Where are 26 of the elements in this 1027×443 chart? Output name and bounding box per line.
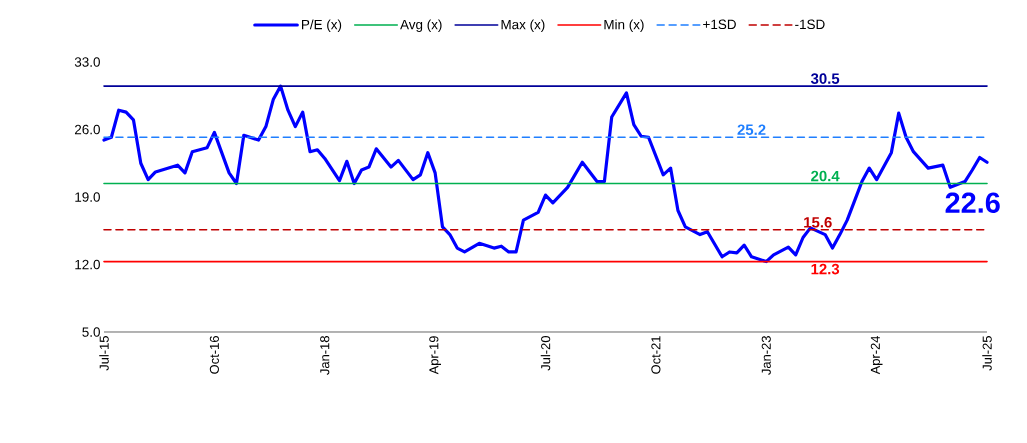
y-tick-label: 12.0: [75, 259, 100, 270]
legend-label: -1SD: [795, 19, 825, 30]
x-tick-label: Jul-25: [982, 336, 992, 371]
x-tick-label: Jan-23: [761, 336, 771, 375]
x-tick-label: Jul-15: [99, 336, 109, 371]
y-tick-label: 26.0: [74, 124, 100, 135]
legend-label: Avg (x): [400, 19, 442, 32]
annotation: 15.6: [804, 217, 832, 228]
annotation: 12.3: [811, 263, 840, 275]
x-tick-label: Apr-19: [429, 336, 441, 375]
x-tick-label: Jan-18: [320, 336, 330, 375]
y-tick-label: 33.0: [74, 57, 100, 67]
y-tick-label: 19.0: [75, 192, 100, 202]
legend-label: Min (x): [604, 19, 644, 32]
x-tick-label: Jul-20: [540, 336, 551, 371]
legend-label: +1SD: [703, 19, 736, 30]
x-tick-label: Oct-21: [651, 336, 661, 374]
y-tick-label: 5.0: [82, 327, 100, 337]
x-tick-label: Apr-24: [870, 335, 883, 375]
annotation: 22.6: [945, 192, 1000, 213]
x-tick-label: Oct-16: [209, 336, 219, 374]
annotation: 20.4: [811, 170, 840, 182]
annotation: 30.5: [810, 73, 840, 84]
legend-label: P/E (x): [302, 19, 342, 32]
annotation: 25.2: [737, 124, 766, 136]
legend-label: Max (x): [501, 19, 545, 32]
